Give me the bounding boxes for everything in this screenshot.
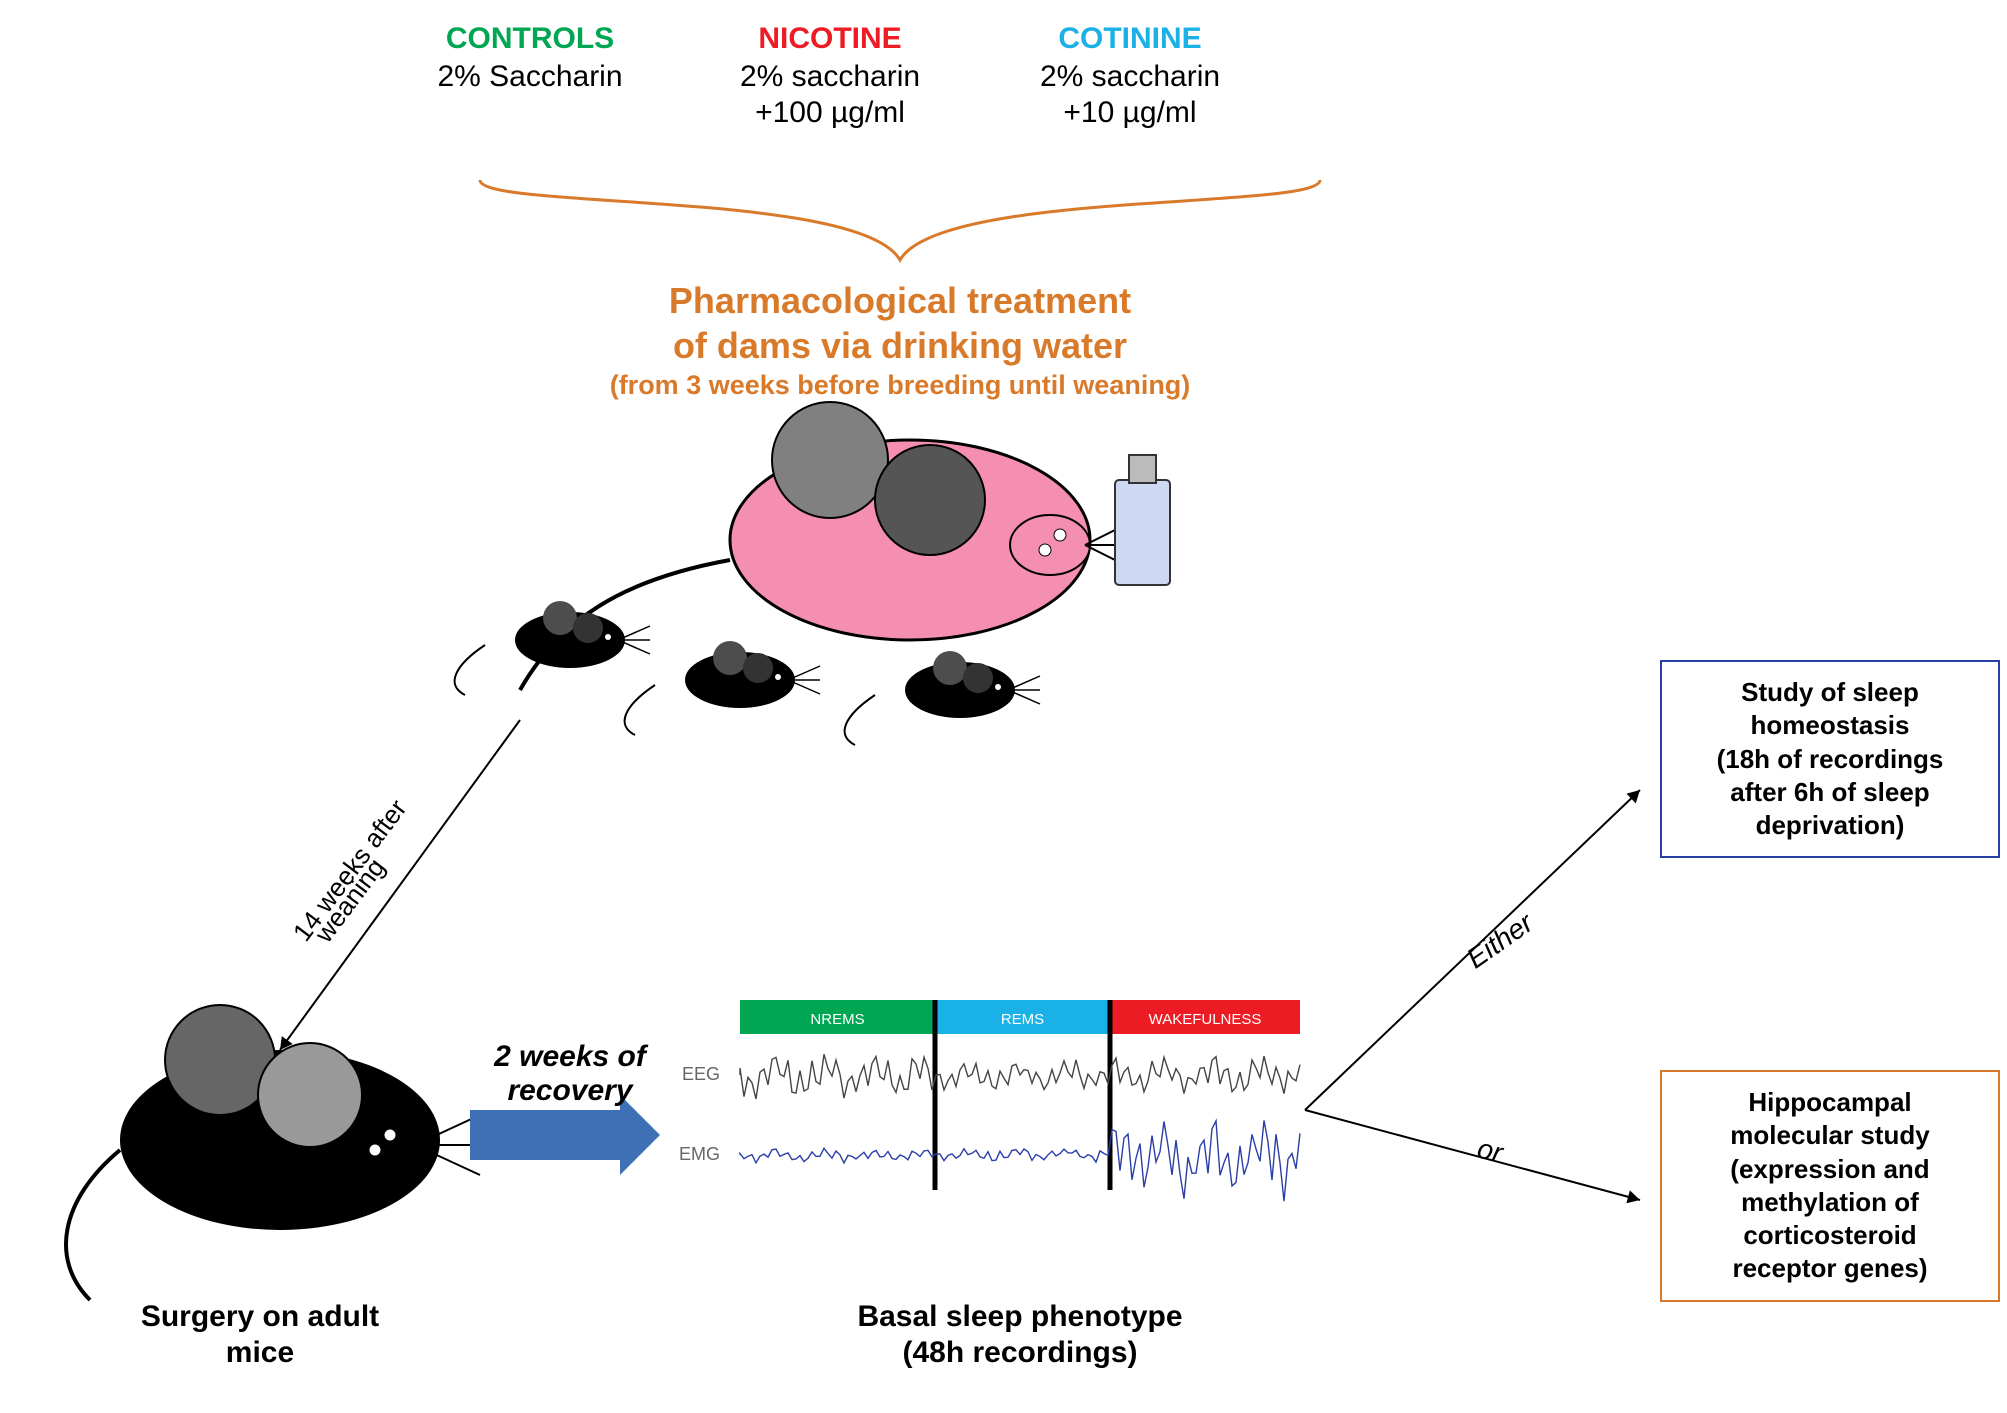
box-hippocampal-study: Hippocampal molecular study (expression … [1660, 1070, 2000, 1302]
group-sub-cotinine: 2% saccharin [730, 60, 1530, 94]
adult-mouse-label: Surgery on adult [0, 1300, 660, 1334]
eeg-title: (48h recordings) [620, 1336, 1420, 1370]
treatment-sub: (from 3 weeks before breeding until wean… [500, 370, 1300, 401]
diagram-canvas: NREMSREMSWAKEFULNESSEEGEMGCONTROLS2% Sac… [0, 0, 2007, 1413]
box-sleep-homeostasis: Study of sleep homeostasis (18h of recor… [1660, 660, 2000, 858]
adult-mouse-label: mice [0, 1336, 660, 1370]
svg-text:REMS: REMS [1001, 1011, 1044, 1028]
eeg-title: Basal sleep phenotype [620, 1300, 1420, 1334]
treatment-title: of dams via drinking water [500, 325, 1300, 367]
group-title-cotinine: COTININE [730, 22, 1530, 56]
svg-text:EMG: EMG [679, 1144, 720, 1164]
group-sub-cotinine: +10 µg/ml [730, 96, 1530, 130]
recovery-label: recovery [170, 1074, 970, 1108]
treatment-title: Pharmacological treatment [500, 280, 1300, 322]
svg-text:NREMS: NREMS [810, 1011, 864, 1028]
recovery-label: 2 weeks of [170, 1040, 970, 1074]
svg-text:WAKEFULNESS: WAKEFULNESS [1149, 1011, 1262, 1028]
